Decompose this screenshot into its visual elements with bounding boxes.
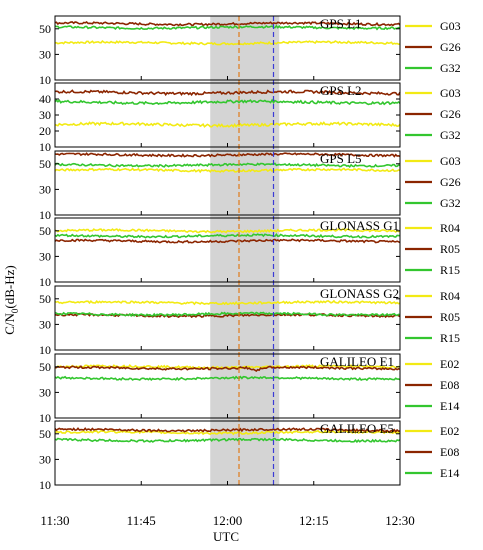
- series-line-glonass-g2-r04: [54, 299, 401, 306]
- y-tick-label: 30: [39, 182, 51, 196]
- legend-label-g32: G32: [440, 128, 461, 142]
- series-line-gps-l2-g03: [54, 121, 401, 129]
- panel-frames-layer: GPS L1 50 30 10 GPS L2 40 30 20 10 GPS L5 50 30 10 GL…: [39, 15, 401, 492]
- series-line-gps-l1-g32: [54, 24, 401, 31]
- series-line-gps-l2-g32: [54, 98, 401, 106]
- series-line-glonass-g1-r05: [54, 238, 401, 244]
- series-line-galileo-e5-e02: [54, 429, 401, 436]
- y-tick-label: 30: [39, 108, 51, 122]
- legend-label-r04: R04: [440, 221, 460, 235]
- legend-label-g03: G03: [440, 19, 461, 33]
- panel-title: GLONASS G2: [320, 286, 399, 301]
- panel-title: GPS L2: [320, 83, 362, 98]
- shaded-interval: [210, 16, 280, 485]
- x-tick-label: 12:00: [213, 513, 243, 528]
- series-line-galileo-e5-e14: [54, 437, 401, 444]
- panel-title: GLONASS G1: [320, 218, 399, 233]
- y-tick-label: 50: [39, 157, 51, 171]
- y-axis-label: C/N0(dB-Hz): [2, 265, 20, 335]
- legend-label-g32: G32: [440, 196, 461, 210]
- y-tick-label: 30: [39, 47, 51, 61]
- y-tick-label: 10: [39, 478, 51, 492]
- x-tick-label: 12:30: [385, 513, 415, 528]
- y-tick-label: 50: [39, 224, 51, 238]
- shaded-interval-layer: [210, 16, 280, 485]
- panel-title: GPS L5: [320, 151, 362, 166]
- legend-label-g26: G26: [440, 107, 461, 121]
- legend-label-g03: G03: [440, 86, 461, 100]
- y-tick-label: 50: [39, 292, 51, 306]
- legend-label-g26: G26: [440, 40, 461, 54]
- series-line-gps-l1-g26: [54, 21, 401, 27]
- x-tick-label: 12:15: [299, 513, 329, 528]
- series-line-galileo-e5-e08: [54, 427, 401, 434]
- y-tick-label: 20: [39, 124, 51, 138]
- y-axis-label-sub: 0: [10, 308, 20, 313]
- y-tick-label: 10: [39, 140, 51, 154]
- legend-layer: G03 G26 G32 G03 G26 G32 G03 G26 G32 R04 R05 R15 R04 R…: [405, 19, 461, 480]
- x-tick-layer: 11:30 11:45 12:00 12:15 12:30: [40, 513, 414, 528]
- y-tick-label: 10: [39, 208, 51, 222]
- legend-label-r05: R05: [440, 242, 460, 256]
- y-tick-label: 30: [39, 385, 51, 399]
- series-line-gps-l5-g03: [54, 167, 401, 174]
- x-tick-label: 11:45: [127, 513, 156, 528]
- series-line-gps-l5-g26: [54, 152, 401, 158]
- series-line-glonass-g1-r15: [54, 232, 401, 239]
- series-line-gps-l2-g26: [54, 89, 401, 97]
- legend-label-r05: R05: [440, 310, 460, 324]
- legend-label-r15: R15: [440, 263, 460, 277]
- y-tick-label: 30: [39, 452, 51, 466]
- y-axis-label-base: C/N: [2, 312, 17, 334]
- x-axis-label: UTC: [213, 529, 239, 544]
- panel-title: GPS L1: [320, 16, 362, 31]
- series-line-gps-l1-g03: [54, 40, 401, 46]
- y-tick-label: 50: [39, 360, 51, 374]
- series-line-glonass-g2-r15: [54, 311, 401, 318]
- y-tick-label: 30: [39, 317, 51, 331]
- series-line-galileo-e1-e08: [54, 365, 401, 372]
- y-tick-label: 10: [39, 411, 51, 425]
- series-line-gps-l5-g32: [54, 162, 401, 168]
- vertical-marker-layer: [238, 16, 275, 485]
- legend-label-r15: R15: [440, 331, 460, 345]
- legend-label-g26: G26: [440, 175, 461, 189]
- legend-label-e02: E02: [440, 424, 459, 438]
- legend-label-e08: E08: [440, 378, 459, 392]
- panel-title: GALILEO E5: [320, 421, 394, 436]
- legend-label-e08: E08: [440, 445, 459, 459]
- legend-label-e02: E02: [440, 357, 459, 371]
- y-tick-label: 40: [39, 92, 51, 106]
- legend-label-e14: E14: [440, 399, 459, 413]
- legend-label-g32: G32: [440, 61, 461, 75]
- y-tick-label: 10: [39, 73, 51, 87]
- panel-title: GALILEO E1: [320, 354, 394, 369]
- series-layer: [54, 21, 401, 444]
- series-line-galileo-e1-e14: [54, 375, 401, 382]
- y-tick-label: 50: [39, 22, 51, 36]
- y-axis-label-rest: (dB-Hz): [2, 265, 17, 308]
- x-tick-label: 11:30: [40, 513, 69, 528]
- y-tick-label: 10: [39, 343, 51, 357]
- legend-label-e14: E14: [440, 466, 459, 480]
- legend-label-g03: G03: [440, 154, 461, 168]
- y-tick-label: 10: [39, 275, 51, 289]
- y-tick-label: 30: [39, 249, 51, 263]
- series-line-glonass-g1-r04: [54, 228, 401, 234]
- y-tick-label: 50: [39, 427, 51, 441]
- legend-label-r04: R04: [440, 289, 460, 303]
